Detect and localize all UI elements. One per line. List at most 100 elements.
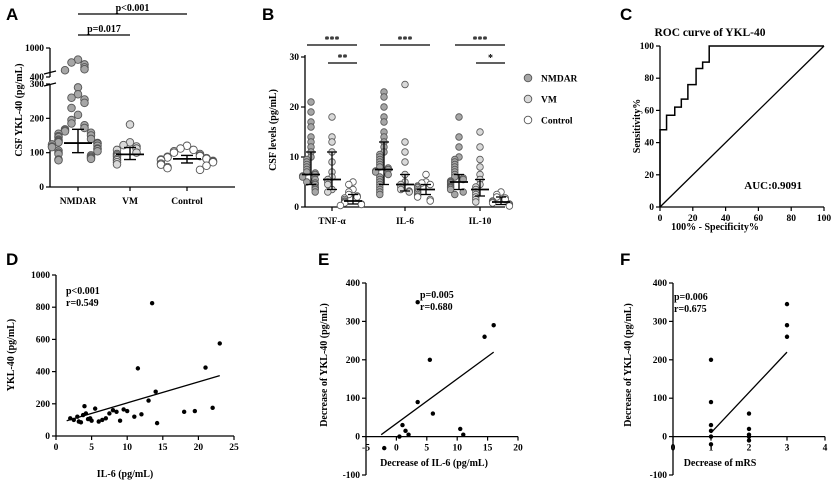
d-point: [96, 419, 101, 424]
f-ylabel: Decrease of YKL-40 (pg/mL): [623, 303, 634, 427]
f-ytick-label: 200: [653, 356, 668, 366]
c-ytick-label: 0: [649, 203, 654, 213]
b-significance-label: ***: [325, 35, 340, 46]
a-point-nmdar: [80, 123, 89, 133]
a-point-nmdar: [93, 147, 102, 156]
f-ytick-label: -100: [650, 471, 668, 481]
b-point-control: [357, 200, 366, 209]
chart-c: ROC curve of YKL-40 Sensitivity% 100% - …: [632, 27, 831, 233]
f-point: [746, 434, 752, 439]
a-point-control: [189, 145, 198, 155]
d-point: [154, 420, 160, 426]
b-point-nmdar: [380, 103, 388, 111]
b-point-vm: [405, 188, 413, 196]
d-ytick-label: 600: [36, 335, 51, 345]
b-point-control: [426, 197, 434, 205]
c-ytick-label: 60: [645, 106, 655, 116]
b-point-nmdar: [303, 178, 311, 186]
b-legend-label: VM: [541, 96, 557, 106]
e-ytick-label: 100: [346, 394, 361, 404]
e-point: [430, 411, 436, 416]
b-ylabel: CSF levels (pg/mL): [268, 89, 279, 171]
c-ylabel: Sensitivity%: [632, 99, 643, 153]
a-point-nmdar: [54, 155, 63, 165]
b-ytick-label: 10: [290, 153, 300, 163]
f-xlabel: Decrease of mRS: [684, 458, 757, 469]
d-point: [146, 398, 151, 403]
b-point-nmdar: [455, 113, 463, 121]
b-xtick-label: IL-10: [469, 217, 492, 227]
f-xtick-label: 3: [785, 444, 790, 454]
c-xtick-label: 0: [658, 214, 663, 224]
a-point-control: [163, 163, 172, 173]
chart-e: Decrease of YKL-40 (pg/mL) Decrease of I…: [319, 279, 523, 481]
b-point-vm: [401, 158, 409, 166]
a-point-nmdar: [80, 65, 89, 74]
d-xtick-label: 20: [194, 443, 204, 453]
b-point-control: [505, 202, 514, 210]
b-significance-label: *: [488, 53, 493, 64]
d-xtick-label: 25: [229, 443, 239, 453]
e-xtick-label: 0: [394, 444, 399, 454]
e-ytick-label: 200: [346, 356, 361, 366]
a-point-nmdar: [86, 154, 96, 164]
a-point-nmdar: [67, 58, 76, 67]
b-point-control: [345, 180, 353, 189]
c-ytick-label: 40: [645, 139, 655, 149]
d-xlabel: IL-6 (pg/mL): [97, 469, 153, 480]
d-xtick-label: 15: [158, 443, 168, 453]
f-ytick-label: 300: [653, 317, 668, 327]
e-point: [382, 445, 387, 451]
a-point-nmdar: [73, 90, 83, 99]
c-xtick-label: 40: [721, 214, 731, 224]
f-annotation-p: p=0.006: [674, 292, 708, 303]
d-ytick-label: 400: [36, 368, 51, 378]
b-point-vm: [401, 80, 409, 89]
f-point: [746, 426, 752, 432]
d-fit-line: [66, 375, 220, 422]
b-point-nmdar: [380, 118, 388, 126]
d-xtick-label: 0: [54, 443, 59, 453]
a-ytick-label: 100: [30, 149, 45, 159]
f-point: [784, 323, 790, 328]
e-point: [406, 432, 411, 437]
panel-label-e: E: [318, 250, 329, 269]
a-point-nmdar: [67, 103, 76, 113]
d-point: [210, 405, 215, 411]
b-point-nmdar: [384, 170, 392, 179]
f-point: [784, 334, 790, 339]
d-xtick-label: 10: [122, 443, 132, 453]
d-annotation-r: r=0.549: [66, 298, 99, 309]
b-legend-marker: [523, 94, 533, 104]
b-xtick-label: TNF-α: [318, 217, 346, 227]
e-ytick-label: 300: [346, 317, 361, 327]
c-ytick-label: 80: [645, 74, 655, 84]
e-xtick-label: 10: [452, 444, 462, 454]
b-point-vm: [472, 198, 480, 206]
panel-label-c: C: [620, 5, 632, 24]
f-point: [708, 399, 714, 405]
b-point-nmdar: [307, 123, 315, 131]
d-point: [107, 411, 112, 416]
b-point-nmdar: [311, 188, 319, 196]
d-point: [139, 412, 144, 417]
a-ytick-label: 0: [39, 183, 44, 193]
d-point: [78, 420, 84, 425]
a-point-nmdar: [67, 93, 76, 102]
b-ytick-label: 30: [290, 53, 300, 63]
b-legend-label: Control: [541, 117, 573, 127]
d-point: [114, 409, 119, 415]
f-xtick-label: 4: [823, 444, 828, 454]
d-point: [203, 365, 208, 370]
c-title: ROC curve of YKL-40: [654, 27, 765, 39]
d-point: [132, 414, 137, 419]
d-point: [181, 409, 187, 415]
c-reference-line: [659, 45, 825, 208]
b-legend-label: NMDAR: [541, 75, 578, 85]
e-point: [397, 434, 402, 439]
f-point: [784, 301, 790, 307]
e-point: [415, 300, 420, 305]
b-point-vm: [476, 163, 484, 171]
b-significance-label: **: [338, 53, 348, 64]
